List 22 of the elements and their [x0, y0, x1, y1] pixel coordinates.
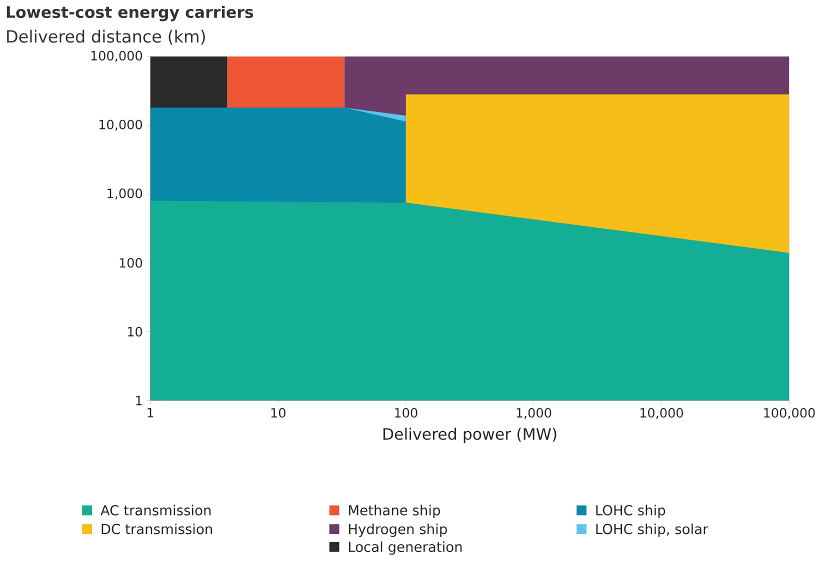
- y-tick-label: 1: [136, 396, 142, 406]
- y-tick-label: 100,000: [91, 50, 142, 62]
- x-tick-label: 10,000: [640, 408, 683, 420]
- y-tick-label: 1,000: [108, 188, 142, 200]
- y-tick-label: 10,000: [99, 120, 142, 131]
- x-tick-label: 100: [395, 408, 418, 418]
- x-tick-label: 1,000: [516, 408, 552, 420]
- chart-title: Lowest-cost energy carriers: [6, 6, 254, 22]
- y-tick-label: 10: [128, 326, 142, 337]
- legend-label: AC transmission: [100, 504, 211, 516]
- y-tick-label: 100: [120, 258, 142, 268]
- legend-label: Local generation: [349, 542, 462, 555]
- x-tick-label: 100,000: [764, 408, 815, 420]
- x-axis-title: Delivered power (MW): [383, 428, 556, 444]
- x-tick-label: 10: [271, 408, 286, 418]
- legend-label: LOHC ship: [596, 504, 666, 518]
- legend-label: DC transmission: [102, 524, 212, 534]
- y-axis-title: Delivered distance (km): [7, 30, 205, 45]
- legend-label: LOHC ship, solar: [596, 524, 708, 538]
- legend-label: Hydrogen ship: [349, 524, 447, 538]
- legend-label: Methane ship: [349, 504, 440, 518]
- x-tick-label: 1: [148, 408, 154, 418]
